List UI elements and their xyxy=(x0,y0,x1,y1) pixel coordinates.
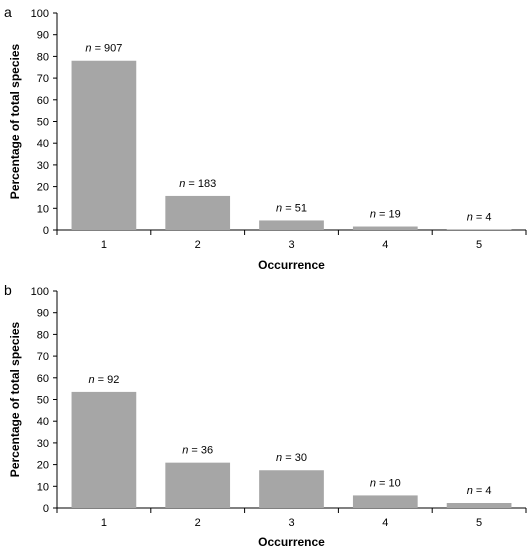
x-tick-label: 3 xyxy=(288,517,294,529)
data-label: n = 4 xyxy=(467,485,492,497)
bar xyxy=(165,462,231,508)
bar xyxy=(71,391,137,508)
y-tick-label: 70 xyxy=(37,351,49,363)
panel-label: b xyxy=(4,282,12,298)
data-label: n = 183 xyxy=(179,178,216,190)
x-tick-label: 4 xyxy=(382,517,388,529)
y-tick-label: 60 xyxy=(37,373,49,385)
data-label: n = 92 xyxy=(88,374,119,386)
y-tick-label: 0 xyxy=(43,503,49,515)
bar xyxy=(446,503,512,508)
y-tick-label: 90 xyxy=(37,308,49,320)
data-label: n = 30 xyxy=(276,452,307,464)
x-tick-label: 1 xyxy=(101,239,107,251)
y-tick-label: 70 xyxy=(37,73,49,85)
y-axis-title: Percentage of total species xyxy=(8,43,22,199)
chart-panel-b: b 0 10 20 30 40 50 60 70 80 90 100 1 n = 92 2 n = 36 3 n … xyxy=(4,282,527,549)
bar xyxy=(259,470,324,508)
chart-panel-a: a 0 10 20 30 40 50 60 70 80 90 100 1 n = 907 2 n = 183 3… xyxy=(4,4,527,272)
x-tick-label: 4 xyxy=(382,239,388,251)
bar xyxy=(352,495,418,508)
y-tick-label: 50 xyxy=(37,117,49,129)
x-axis-title: Occurrence xyxy=(258,535,325,549)
y-tick-label: 20 xyxy=(37,460,49,472)
bar xyxy=(165,195,231,230)
bar xyxy=(259,220,324,230)
data-label: n = 10 xyxy=(370,477,401,489)
x-tick-label: 1 xyxy=(101,517,107,529)
x-tick-label: 3 xyxy=(288,239,294,251)
x-tick-label: 5 xyxy=(476,239,482,251)
data-label: n = 19 xyxy=(370,209,401,221)
y-tick-label: 0 xyxy=(43,225,49,237)
y-tick-label: 10 xyxy=(37,481,49,493)
bar xyxy=(71,60,137,230)
data-label: n = 907 xyxy=(85,43,122,55)
y-tick-label: 10 xyxy=(37,203,49,215)
y-tick-label: 40 xyxy=(37,138,49,150)
y-tick-label: 80 xyxy=(37,51,49,63)
y-tick-label: 40 xyxy=(37,416,49,428)
y-tick-label: 60 xyxy=(37,95,49,107)
x-axis-title: Occurrence xyxy=(258,258,325,272)
y-tick-label: 30 xyxy=(37,160,49,172)
x-tick-label: 2 xyxy=(195,517,201,529)
y-tick-label: 80 xyxy=(37,329,49,341)
y-tick-label: 90 xyxy=(37,30,49,42)
y-tick-label: 100 xyxy=(31,286,49,298)
x-tick-label: 5 xyxy=(476,517,482,529)
y-tick-label: 100 xyxy=(31,8,49,20)
y-tick-label: 20 xyxy=(37,182,49,194)
x-tick-label: 2 xyxy=(195,239,201,251)
data-label: n = 51 xyxy=(276,202,307,214)
data-label: n = 36 xyxy=(182,445,213,457)
y-tick-label: 30 xyxy=(37,438,49,450)
y-axis-title: Percentage of total species xyxy=(8,321,22,477)
panel-label: a xyxy=(4,4,12,20)
bar xyxy=(352,226,418,230)
data-label: n = 4 xyxy=(467,211,492,223)
y-tick-label: 50 xyxy=(37,395,49,407)
bar xyxy=(446,229,512,230)
